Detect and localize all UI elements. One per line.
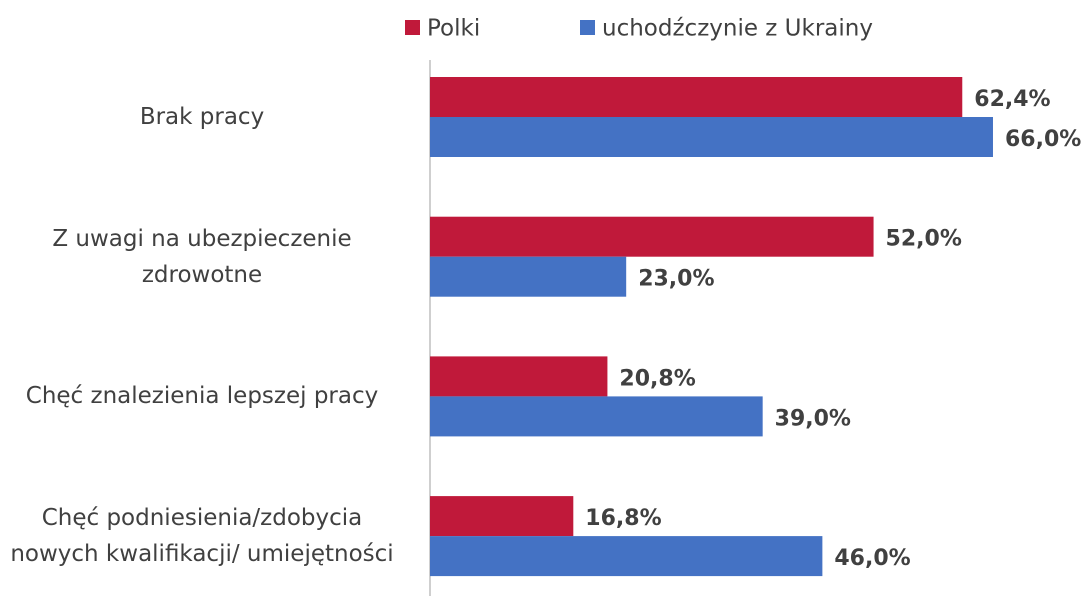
bar xyxy=(430,77,963,117)
bar xyxy=(430,256,627,297)
value-label: 52,0% xyxy=(886,227,962,252)
value-label: 62,4% xyxy=(974,87,1050,112)
category-label: Chęć znalezienia lepszej pracy xyxy=(25,383,379,410)
legend-swatch xyxy=(405,20,420,35)
value-label: 39,0% xyxy=(775,406,851,431)
bar xyxy=(430,117,993,157)
bar xyxy=(430,496,574,537)
bar xyxy=(430,396,763,437)
value-label: 23,0% xyxy=(638,267,714,292)
legend-label: Polki xyxy=(427,16,480,42)
value-label: 16,8% xyxy=(585,506,661,531)
value-label: 46,0% xyxy=(834,546,910,571)
value-label: 20,8% xyxy=(619,366,695,391)
category-label: Brak pracy xyxy=(139,104,265,130)
legend-label: uchodźczynie z Ukrainy xyxy=(602,16,873,42)
legend-swatch xyxy=(580,20,595,35)
bar xyxy=(430,216,874,257)
category-label: Chęć podniesienia/zdobycia nowych kwalif… xyxy=(10,505,394,568)
bar xyxy=(430,536,823,577)
bar xyxy=(430,356,608,397)
value-label: 66,0% xyxy=(1005,127,1081,152)
category-label: Z uwagi na ubezpieczenie zdrowotne xyxy=(52,225,352,288)
